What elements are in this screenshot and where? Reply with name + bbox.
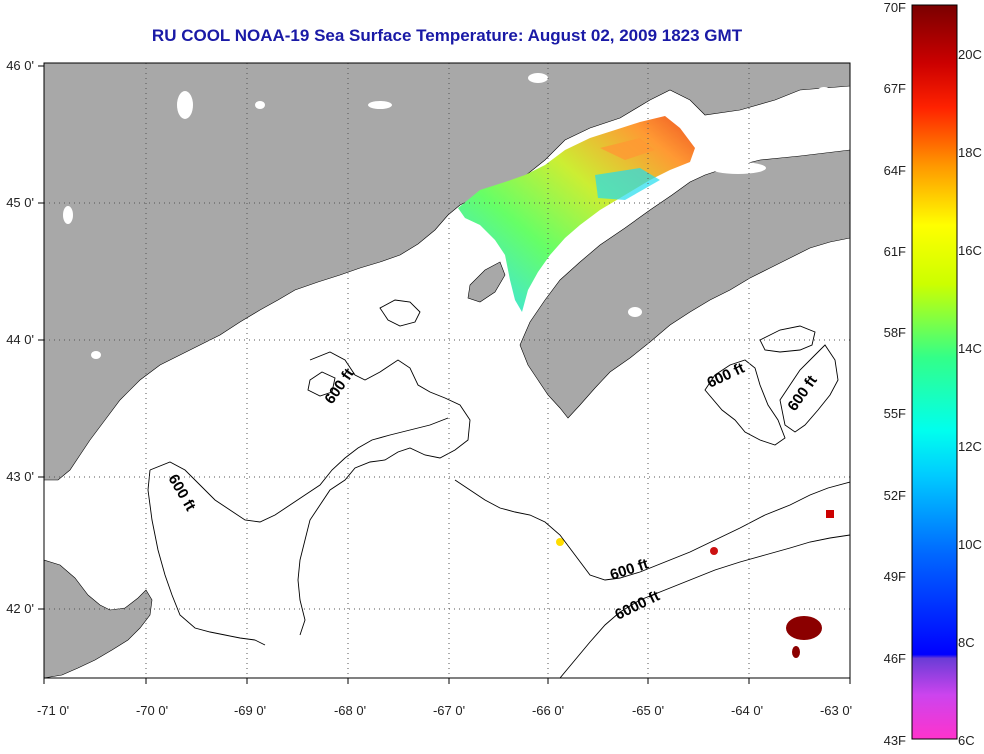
colorbar-celsius-labels: 20C 18C 16C 14C 12C 10C 8C 6C (958, 47, 982, 748)
lat-label-43: 43 0' (6, 469, 34, 484)
map-title: RU COOL NOAA-19 Sea Surface Temperature:… (151, 26, 743, 45)
lon-label-70: -70 0' (136, 703, 168, 718)
cb-c-12: 12C (958, 439, 982, 454)
cb-f-61: 61F (884, 244, 906, 259)
cb-c-14: 14C (958, 341, 982, 356)
sst-spot-yellow (556, 538, 564, 546)
lat-label-42: 42 0' (6, 601, 34, 616)
lon-label-71: -71 0' (37, 703, 69, 718)
contour-600ft-inshore (297, 351, 471, 636)
island-grand-manan (467, 261, 506, 303)
contour-600ft-basin (149, 417, 449, 523)
sst-bay-of-fundy (458, 116, 695, 312)
lon-label-64: -64 0' (731, 703, 763, 718)
contour-600ft-scotian-2 (779, 344, 839, 433)
cb-f-67: 67F (884, 81, 906, 96)
lon-label-63: -63 0' (820, 703, 852, 718)
cb-c-20: 20C (958, 47, 982, 62)
contour-600ft-scotian-1 (704, 359, 786, 446)
sst-spot-darkred (786, 616, 822, 640)
cb-c-6: 6C (958, 733, 975, 748)
cb-f-58: 58F (884, 325, 906, 340)
inland-lakes (63, 73, 831, 359)
cb-f-52: 52F (884, 488, 906, 503)
contour-600ft-basin-inner (307, 371, 336, 397)
cb-c-10: 10C (958, 537, 982, 552)
lon-label-67: -67 0' (433, 703, 465, 718)
cb-f-49: 49F (884, 569, 906, 584)
colorbar-fahrenheit-labels: 70F 67F 64F 61F 58F 55F 52F 49F 46F 43F (884, 0, 906, 748)
land-nova-scotia (519, 149, 850, 419)
lon-label-66: -66 0' (532, 703, 564, 718)
cb-f-64: 64F (884, 163, 906, 178)
sst-spot-red (710, 547, 718, 555)
cb-c-8: 8C (958, 635, 975, 650)
cb-f-46: 46F (884, 651, 906, 666)
cb-c-18: 18C (958, 145, 982, 160)
map-frame (43, 62, 851, 679)
bathymetry-contours (147, 299, 850, 678)
lat-label-45: 45 0' (6, 195, 34, 210)
lon-label-68: -68 0' (334, 703, 366, 718)
land-mainland (44, 63, 850, 481)
map-area: 600 ft 600 ft 600 ft 600 ft 600 ft 6000 … (44, 63, 850, 678)
cb-c-16: 16C (958, 243, 982, 258)
frame-ticks (38, 65, 851, 684)
contour-600ft-scotian-3 (759, 325, 816, 353)
lat-label-46: 46 0' (6, 58, 34, 73)
colorbar (911, 4, 958, 740)
contour-600ft-west (147, 469, 266, 646)
cb-f-43: 43F (884, 733, 906, 748)
sst-spot-red-edge (826, 510, 834, 518)
contour-6000ft (559, 534, 850, 678)
land-cape-cod (44, 559, 153, 678)
contour-600ft-ridge (379, 299, 421, 327)
lon-label-69: -69 0' (234, 703, 266, 718)
lat-label-44: 44 0' (6, 332, 34, 347)
lon-label-65: -65 0' (632, 703, 664, 718)
cb-f-55: 55F (884, 406, 906, 421)
contour-600ft-georges (454, 479, 850, 581)
sst-spot-darkred-small (792, 646, 800, 658)
cb-f-70: 70F (884, 0, 906, 15)
sst-cool-patch (595, 168, 660, 200)
sst-warm-patch (600, 138, 655, 160)
